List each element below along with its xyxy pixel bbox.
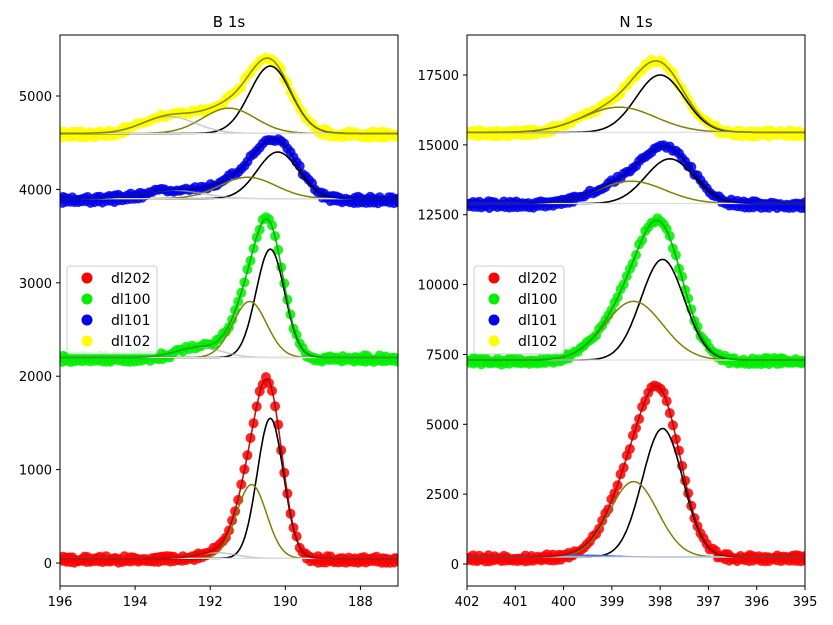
- y-tick-label: 0: [44, 557, 52, 572]
- y-tick-label: 1000: [19, 464, 52, 479]
- data-point: [60, 358, 67, 367]
- data-point: [302, 555, 311, 564]
- legend-marker: [81, 272, 93, 284]
- series-dl102-b1s: [60, 52, 398, 143]
- x-tick-label: 402: [455, 595, 480, 610]
- series-dl102-n1s: [467, 54, 805, 142]
- series-dl101-b1s: [60, 134, 398, 209]
- legend-marker: [488, 335, 500, 347]
- fit-curve: [60, 378, 398, 560]
- axes-frame-b1s: [59, 34, 399, 587]
- legend-label: dl102: [518, 334, 558, 350]
- legend-box: [66, 265, 158, 355]
- y-tick-label: 3000: [19, 277, 52, 292]
- legend-marker: [81, 293, 93, 305]
- fit-curve: [60, 57, 398, 135]
- panel-n1s: N 1s 402 401 400 399 398 397 396 395 0 2500 5000 75…: [418, 13, 818, 610]
- y-tick-label: 2000: [19, 370, 52, 385]
- x-tick-label: 401: [503, 595, 528, 610]
- axes-frame-n1s: [466, 34, 806, 587]
- legend-label: dl202: [111, 271, 151, 287]
- fit-curve: [60, 217, 398, 359]
- series-dl100-b1s: [60, 212, 398, 367]
- series-dl202-b1s: [60, 372, 398, 568]
- component-curve-0: [467, 427, 805, 558]
- series-dl100-n1s: [467, 213, 805, 370]
- component-curve-1: [467, 480, 805, 558]
- legend-marker: [488, 293, 500, 305]
- legend-label: dl102: [111, 334, 151, 350]
- data-point: [713, 554, 722, 563]
- legend-label: dl100: [518, 292, 558, 308]
- y-tick-label: 15000: [418, 139, 459, 154]
- legend-n1s: dl202 dl100 dl101 dl102: [473, 265, 565, 355]
- x-tick-label: 396: [744, 595, 769, 610]
- legend-label: dl100: [111, 292, 151, 308]
- panel-b1s: B 1s 196 194 192 190 188 0 1000 2000 3000 4000 500…: [19, 13, 399, 610]
- data-point: [60, 557, 67, 566]
- series-dl202-n1s: [467, 380, 805, 567]
- fit-curve: [467, 60, 805, 134]
- x-tick-label: 192: [198, 595, 223, 610]
- data-point: [60, 199, 67, 208]
- x-tick-label: 397: [696, 595, 721, 610]
- legend-marker: [81, 314, 93, 326]
- y-tick-label: 4000: [19, 183, 52, 198]
- x-tick-label: 398: [648, 595, 673, 610]
- data-point: [467, 203, 474, 212]
- legend-marker: [488, 272, 500, 284]
- x-tick-label: 400: [551, 595, 576, 610]
- y-tick-label: 0: [451, 558, 459, 573]
- fit-curve: [60, 138, 398, 200]
- y-tick-label: 2500: [426, 488, 459, 503]
- y-tick-label: 17500: [418, 69, 459, 84]
- x-tick-label: 395: [793, 595, 818, 610]
- x-tick-label: 399: [599, 595, 624, 610]
- y-tick-label: 10000: [418, 279, 459, 294]
- x-tick-label: 194: [123, 595, 148, 610]
- legend-marker: [81, 335, 93, 347]
- data-point: [467, 359, 474, 368]
- fit-curve: [467, 145, 805, 205]
- legend-b1s: dl202 dl100 dl101 dl102: [66, 265, 158, 355]
- data-point: [60, 134, 67, 143]
- legend-label: dl202: [518, 271, 558, 287]
- data-point: [467, 131, 474, 140]
- chart-title-n1s: N 1s: [619, 13, 653, 31]
- chart-title-b1s: B 1s: [213, 13, 246, 31]
- y-tick-label: 7500: [426, 348, 459, 363]
- x-tick-label: 190: [273, 595, 298, 610]
- legend-box: [473, 265, 565, 355]
- y-tick-label: 5000: [426, 418, 459, 433]
- fit-curve: [467, 219, 805, 361]
- y-tick-label: 12500: [418, 209, 459, 224]
- legend-label: dl101: [518, 313, 558, 329]
- y-tick-label: 5000: [19, 90, 52, 105]
- x-tick-label: 188: [348, 595, 373, 610]
- fit-curve: [467, 385, 805, 558]
- component-curve-0: [467, 74, 805, 134]
- legend-marker: [488, 314, 500, 326]
- data-point: [257, 214, 268, 225]
- data-point: [467, 557, 474, 565]
- series-dl101-n1s: [467, 140, 805, 214]
- legend-label: dl101: [111, 313, 151, 329]
- x-tick-label: 196: [48, 595, 73, 610]
